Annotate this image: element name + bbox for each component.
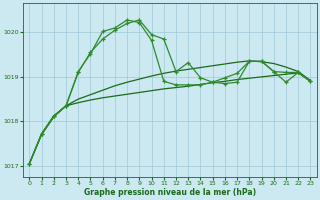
X-axis label: Graphe pression niveau de la mer (hPa): Graphe pression niveau de la mer (hPa) [84,188,256,197]
